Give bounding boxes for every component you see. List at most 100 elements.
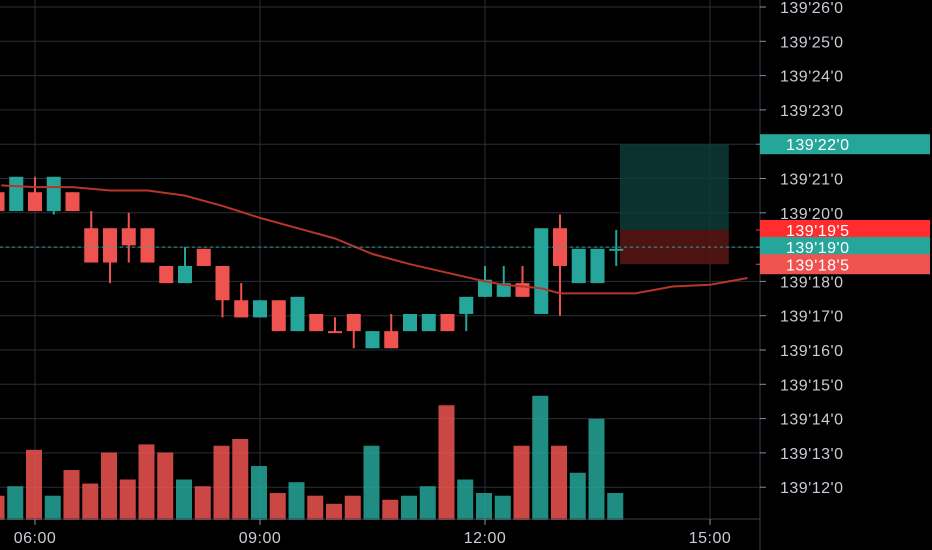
price-tick-label: 139'18'0 [780,274,844,291]
candle-body [9,176,24,212]
candle-body [159,265,174,284]
price-tick-label: 139'12'0 [780,480,844,497]
volume-bar [401,495,417,520]
volume-bar [288,482,305,520]
moving-average-line [1,184,748,295]
volume-bar [513,445,530,520]
candle-body [196,248,211,266]
volume-bar [0,495,5,520]
candle-body [234,300,249,318]
volume-bar [457,479,474,520]
candle-body [459,296,474,314]
volume-bar [307,495,324,520]
volume-bar [213,445,230,520]
volume-bar [419,486,436,520]
candle-body [496,283,511,297]
price-tick-label: 139'17'0 [780,309,844,326]
price-tick-label: 139'15'0 [780,377,844,394]
volume-bar [569,472,586,520]
time-tick-label: 09:00 [239,530,282,547]
volume-bar [476,493,492,520]
candle-body [140,228,155,263]
price-tick-label: 139'16'0 [780,343,844,360]
candle-body [328,331,342,334]
candle-body [84,228,99,263]
volume-bar [551,445,567,520]
volume-bar [101,452,117,520]
volume-bar [176,479,192,520]
candle-body [346,313,361,332]
candle-body [271,300,286,332]
volume-bar [7,486,24,520]
candle-body [103,228,117,263]
price-tag [760,254,930,275]
time-tick-label: 06:00 [14,530,57,547]
candle-body [571,248,586,284]
price-tag [760,134,930,155]
volume-bar [251,466,267,520]
price-tick-label: 139'25'0 [780,34,844,51]
candle-body [478,279,492,297]
volume-bar [438,405,455,520]
candle-body [178,265,192,284]
candle-body [590,248,605,284]
price-tag [760,219,930,240]
volume-bar [607,493,624,520]
candle-body [121,228,136,246]
candle-body [403,313,417,332]
time-tick-label: 12:00 [464,530,507,547]
price-tick-label: 139'14'0 [780,412,844,429]
price-tick-label: 139'21'0 [780,172,844,189]
volume-bar [232,439,249,520]
candle-body [65,192,80,212]
volume-bar [326,503,342,520]
volume-bar [194,486,211,520]
candle-body [384,331,399,349]
volume-bars [0,395,624,520]
volume-bar [63,470,80,520]
price-tick-label: 139'23'0 [780,103,844,120]
volume-bar [363,445,380,520]
candle-body [290,296,305,332]
volume-bar [382,499,399,520]
volume-bar [269,493,286,520]
price-tag [760,237,930,258]
candle-body [421,313,436,332]
volume-bar [119,479,136,520]
candle-body [28,192,42,212]
candle-body [215,265,230,301]
volume-bar [44,495,61,520]
volume-bar [588,418,605,520]
candles [0,176,624,349]
volume-bar [157,452,174,520]
price-tick-label: 139'13'0 [780,446,844,463]
candle-body [534,228,549,314]
candle-body [609,248,624,251]
volume-bar [138,444,155,520]
time-tick-label: 15:00 [689,530,732,547]
price-tag-label: 139'19'5 [786,223,850,240]
candle-body [0,192,5,212]
profit-zone [620,144,729,230]
time-axis[interactable]: 06:00 09:00 12:00 15:00 [0,518,760,547]
volume-bar [26,449,42,520]
volume-bar [82,483,99,520]
price-tick-label: 139'26'0 [780,0,844,17]
price-tick-label: 139'20'0 [780,206,844,223]
candle-body [365,331,380,349]
position-box[interactable] [620,144,729,265]
price-tag-label: 139'22'0 [786,137,850,154]
price-tag-label: 139'19'0 [786,240,850,257]
price-tick-label: 139'24'0 [780,69,844,86]
price-tag-label: 139'18'5 [786,257,850,274]
candle-body [253,300,267,318]
volume-bar [494,495,511,520]
volume-bar [344,495,361,520]
candle-body [46,176,61,212]
candle-body [440,313,455,332]
volume-bar [532,395,549,520]
candle-body [309,313,324,332]
